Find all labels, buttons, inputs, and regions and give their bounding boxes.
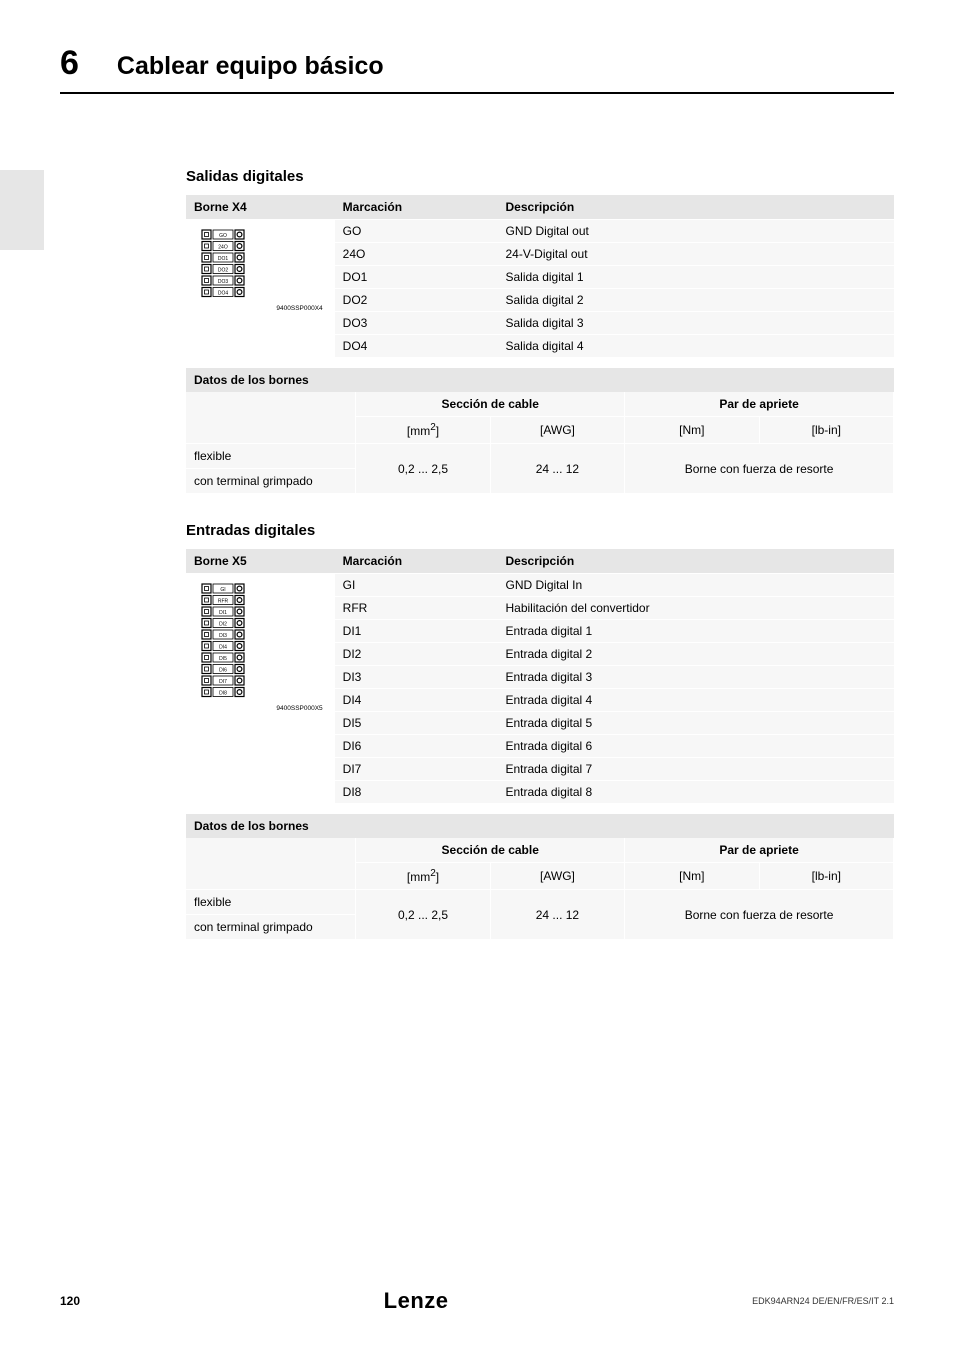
svg-text:DO2: DO2 [218, 267, 229, 273]
th-borne: Borne X4 [186, 195, 335, 220]
cell-desc: Entrada digital 3 [498, 666, 895, 689]
cell-mark: DI3 [335, 666, 498, 689]
chapter-title: Cablear equipo básico [117, 52, 384, 81]
page-number: 120 [60, 1294, 80, 1308]
inputs-table: Borne X5 Marcación Descripción GIRFRDI1D… [186, 549, 894, 804]
cell-mark: 24O [335, 243, 498, 266]
row-flexible: flexible [186, 890, 356, 915]
svg-text:DO4: DO4 [218, 290, 229, 296]
section-heading-inputs: Entradas digitales [186, 522, 894, 539]
th-marcacion: Marcación [335, 195, 498, 220]
cell-mark: RFR [335, 597, 498, 620]
cell-mark: DI1 [335, 620, 498, 643]
cell-mark: GI [335, 574, 498, 597]
main-content: Salidas digitales Borne X4 Marcación Des… [186, 168, 894, 940]
svg-text:24O: 24O [218, 244, 228, 250]
terminal-block-icon: GO 24O DO1 DO2 DO3 DO4 [194, 224, 327, 305]
svg-text:GO: GO [219, 233, 227, 239]
terminal-caption: 9400SSP000X4 [194, 305, 327, 312]
cell-mark: DO1 [335, 266, 498, 289]
cell-desc: Entrada digital 7 [498, 758, 895, 781]
cell-desc: Entrada digital 5 [498, 712, 895, 735]
svg-text:DI5: DI5 [219, 656, 227, 662]
bornes-table-2: Sección de cable Par de apriete [mm2] [A… [186, 838, 894, 940]
unit-nm: [Nm] [625, 417, 759, 444]
unit-awg: [AWG] [490, 863, 624, 890]
header-divider [60, 92, 894, 94]
terminal-caption: 9400SSP000X5 [194, 705, 327, 712]
cell-desc: Entrada digital 4 [498, 689, 895, 712]
svg-text:DI1: DI1 [219, 610, 227, 616]
cell-desc: 24-V-Digital out [498, 243, 895, 266]
cell-desc: Salida digital 3 [498, 312, 895, 335]
svg-text:DI8: DI8 [219, 690, 227, 696]
val-resorte: Borne con fuerza de resorte [625, 890, 894, 940]
th-borne: Borne X5 [186, 549, 335, 574]
bornes-table-1: Sección de cable Par de apriete [mm2] [A… [186, 392, 894, 494]
side-tab-marker [0, 170, 44, 250]
th-seccion: Sección de cable [356, 838, 625, 863]
svg-text:DI4: DI4 [219, 644, 227, 650]
svg-text:DI7: DI7 [219, 679, 227, 685]
svg-text:DO1: DO1 [218, 256, 229, 262]
unit-mm: [mm2] [356, 863, 490, 890]
unit-lbin: [lb-in] [759, 863, 893, 890]
section-heading-outputs: Salidas digitales [186, 168, 894, 185]
bornes-heading: Datos de los bornes [186, 368, 894, 392]
svg-text:DI2: DI2 [219, 621, 227, 627]
doc-code: EDK94ARN24 DE/EN/FR/ES/IT 2.1 [752, 1296, 894, 1306]
val-resorte: Borne con fuerza de resorte [625, 444, 894, 494]
bornes-heading: Datos de los bornes [186, 814, 894, 838]
cell-desc: Entrada digital 8 [498, 781, 895, 804]
cell-desc: GND Digital out [498, 220, 895, 243]
svg-text:RFR: RFR [218, 598, 229, 604]
lenze-logo: Lenze [384, 1288, 449, 1314]
cell-mark: DI5 [335, 712, 498, 735]
cell-desc: Entrada digital 1 [498, 620, 895, 643]
page-footer: 120 Lenze EDK94ARN24 DE/EN/FR/ES/IT 2.1 [60, 1288, 894, 1314]
th-par: Par de apriete [625, 838, 894, 863]
th-marcacion: Marcación [335, 549, 498, 574]
cell-desc: Entrada digital 6 [498, 735, 895, 758]
cell-mark: DI2 [335, 643, 498, 666]
val-mm: 0,2 ... 2,5 [356, 890, 490, 940]
svg-text:DI6: DI6 [219, 667, 227, 673]
unit-mm: [mm2] [356, 417, 490, 444]
val-mm: 0,2 ... 2,5 [356, 444, 490, 494]
cell-desc: Salida digital 1 [498, 266, 895, 289]
row-grimpado: con terminal grimpado [186, 915, 356, 940]
row-flexible: flexible [186, 444, 356, 469]
cell-mark: DI8 [335, 781, 498, 804]
svg-text:GI: GI [220, 587, 225, 593]
cell-mark: DI7 [335, 758, 498, 781]
unit-nm: [Nm] [625, 863, 759, 890]
cell-mark: DI4 [335, 689, 498, 712]
row-grimpado: con terminal grimpado [186, 469, 356, 494]
cell-mark: DO4 [335, 335, 498, 358]
th-descripcion: Descripción [498, 549, 895, 574]
val-awg: 24 ... 12 [490, 890, 624, 940]
val-awg: 24 ... 12 [490, 444, 624, 494]
cell-mark: GO [335, 220, 498, 243]
th-descripcion: Descripción [498, 195, 895, 220]
th-par: Par de apriete [625, 392, 894, 417]
chapter-number: 6 [60, 44, 79, 83]
terminal-block-icon: GI RFR DI1 DI2 DI3 DI4 DI5 DI6 DI7 DI8 [194, 578, 327, 705]
cell-desc: Entrada digital 2 [498, 643, 895, 666]
svg-text:DI3: DI3 [219, 633, 227, 639]
cell-desc: Salida digital 2 [498, 289, 895, 312]
unit-awg: [AWG] [490, 417, 624, 444]
cell-mark: DO3 [335, 312, 498, 335]
cell-mark: DO2 [335, 289, 498, 312]
unit-lbin: [lb-in] [759, 417, 893, 444]
cell-desc: GND Digital In [498, 574, 895, 597]
cell-desc: Salida digital 4 [498, 335, 895, 358]
outputs-table: Borne X4 Marcación Descripción GO24ODO1D… [186, 195, 894, 358]
cell-mark: DI6 [335, 735, 498, 758]
cell-desc: Habilitación del convertidor [498, 597, 895, 620]
page-header: 6 Cablear equipo básico [60, 44, 894, 83]
th-seccion: Sección de cable [356, 392, 625, 417]
svg-text:DO3: DO3 [218, 279, 229, 285]
